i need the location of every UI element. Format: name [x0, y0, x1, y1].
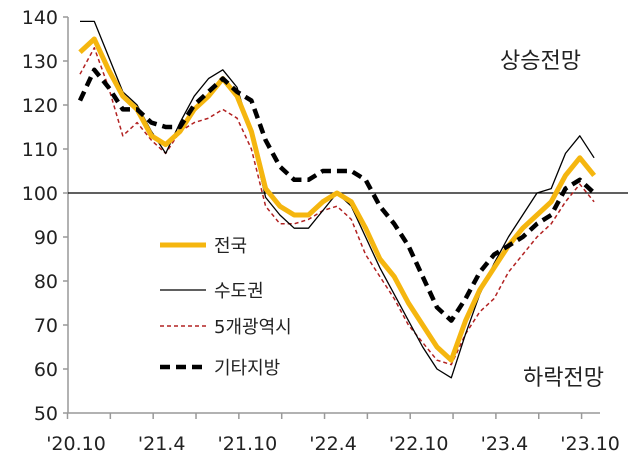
y-tick-label: 130 — [22, 51, 58, 73]
x-tick-label: '22.10 — [389, 433, 449, 455]
y-tick-label: 60 — [34, 359, 58, 381]
y-tick-label: 50 — [34, 403, 58, 425]
legend-label-1: 수도권 — [214, 281, 264, 302]
y-tick-label: 120 — [22, 95, 58, 117]
x-tick-label: '22.4 — [309, 433, 357, 455]
series-line-1 — [80, 20, 595, 379]
y-tick-label: 80 — [34, 271, 58, 293]
legend-label-3: 기타지방 — [214, 358, 280, 379]
legend-label-0: 전국 — [214, 236, 247, 257]
y-tick-label: 90 — [34, 227, 58, 249]
annotation-up: 상승전망 — [500, 49, 581, 74]
x-tick-label: '21.10 — [218, 433, 278, 455]
series-line-3 — [77, 67, 596, 323]
y-tick-label: 110 — [22, 139, 58, 161]
y-tick-label: 140 — [22, 7, 58, 29]
y-tick-label: 70 — [34, 315, 58, 337]
series-line-2 — [79, 47, 595, 366]
x-tick-label: '23.10 — [560, 433, 620, 455]
x-tick-label: '20.10 — [46, 433, 106, 455]
x-tick-label: '21.4 — [138, 433, 186, 455]
annotation-down: 하락전망 — [523, 366, 604, 391]
x-tick-label: '23.4 — [481, 433, 529, 455]
y-tick-label: 100 — [22, 183, 58, 205]
series-line-0 — [78, 36, 597, 363]
legend-label-2: 5개광역시 — [214, 317, 292, 338]
